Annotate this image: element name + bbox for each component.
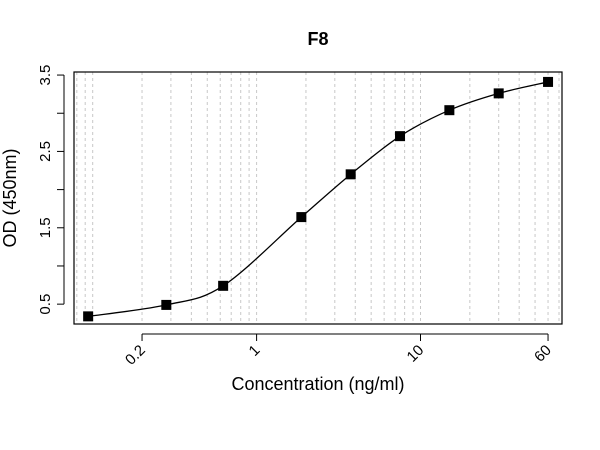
x-tick-label: 60 <box>531 342 555 366</box>
chart-title: F8 <box>307 29 328 49</box>
y-tick-label: 1.5 <box>37 217 54 238</box>
data-point <box>493 88 504 99</box>
data-points <box>83 76 554 322</box>
y-axis: 0.5 1.5 2.5 3.5 <box>37 65 65 315</box>
fit-curve <box>88 81 549 318</box>
grid-lines <box>76 72 560 324</box>
y-axis-label: OD (450nm) <box>0 148 20 247</box>
y-tick-label: 0.5 <box>37 294 54 315</box>
data-point <box>444 105 455 116</box>
data-point <box>296 212 307 223</box>
data-point <box>345 169 356 180</box>
data-point <box>543 76 554 87</box>
x-axis-label: Concentration (ng/ml) <box>231 374 404 394</box>
plot-area <box>73 71 563 325</box>
data-point <box>218 280 229 291</box>
x-tick-label: 1 <box>246 342 264 360</box>
y-tick-label: 2.5 <box>37 141 54 162</box>
data-point <box>161 299 172 310</box>
data-point <box>395 131 406 142</box>
y-tick-label: 3.5 <box>37 65 54 86</box>
x-axis: 0.2 1 10 60 <box>122 333 555 369</box>
data-point <box>83 311 94 322</box>
x-tick-label: 0.2 <box>122 342 149 369</box>
x-tick-label: 10 <box>404 342 428 366</box>
